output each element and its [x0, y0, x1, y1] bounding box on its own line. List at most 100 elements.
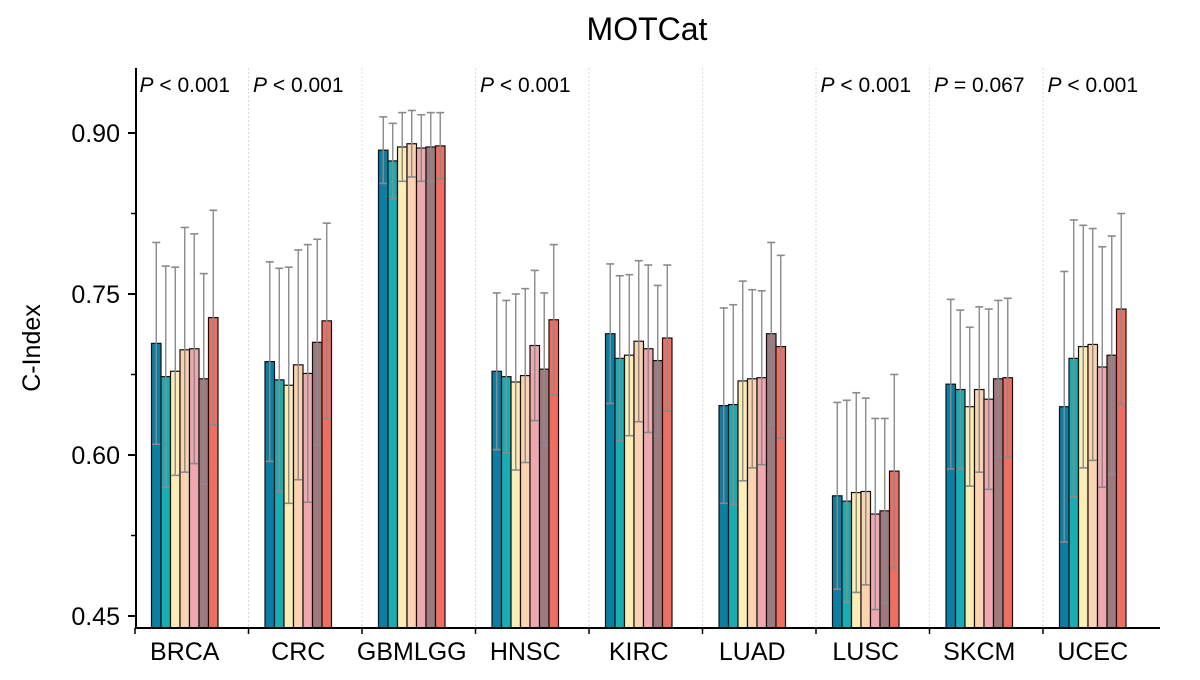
error-bar-lusc-4 [861, 397, 870, 586]
error-bar-gbmlgg-7 [436, 111, 445, 180]
error-bar-kirc-3 [625, 273, 634, 437]
p-value-hnsc: P < 0.001 [480, 74, 571, 97]
x-ticks: BRCA CRC GBMLGG HNSC KIRC LUAD LUSC SKCM UCEC [134, 628, 1128, 666]
error-bar-skcm-6 [994, 299, 1003, 458]
x-tick-label-lusc: LUSC [832, 638, 899, 666]
y-tick-label: 0.60 [71, 442, 120, 470]
p-value-text: < 0.001 [267, 74, 343, 97]
error-bar-luad-4 [748, 288, 757, 469]
p-value-text: < 0.001 [494, 74, 570, 97]
error-bar-skcm-2 [956, 309, 965, 470]
y-ticks: 0.45 0.60 0.75 0.90 [71, 120, 136, 631]
p-value-lusc: P < 0.001 [821, 74, 912, 97]
error-bar-crc-3 [284, 266, 293, 505]
error-bar-ucec-3 [1079, 224, 1088, 469]
error-bar-skcm-1 [946, 298, 955, 470]
x-tick-label-kirc: KIRC [609, 638, 669, 666]
error-bar-luad-6 [767, 241, 776, 426]
error-bar-kirc-2 [615, 274, 624, 442]
p-symbol: P [253, 74, 267, 97]
error-bar-hnsc-6 [540, 292, 549, 447]
error-bars [152, 109, 1126, 611]
bar-gbmlgg-3 [396, 146, 408, 629]
bar-gbmlgg-6 [425, 146, 437, 629]
error-bar-hnsc-5 [530, 269, 539, 422]
p-value-skcm: P = 0.067 [934, 74, 1025, 97]
p-value-crc: P < 0.001 [253, 74, 344, 97]
error-bar-gbmlgg-6 [426, 111, 435, 183]
p-value-text: < 0.001 [835, 74, 911, 97]
error-bar-crc-2 [275, 267, 284, 493]
error-bar-ucec-7 [1117, 212, 1126, 406]
error-bar-kirc-4 [634, 259, 643, 423]
error-bar-ucec-5 [1098, 245, 1107, 489]
p-value-text: = 0.067 [948, 74, 1024, 97]
bar-gbmlgg-4 [406, 143, 418, 629]
bar-gbmlgg-1 [377, 149, 389, 629]
group-separators [248, 68, 1044, 627]
error-bar-lusc-3 [852, 391, 861, 594]
error-bar-kirc-5 [644, 264, 653, 434]
error-bar-hnsc-7 [549, 243, 558, 396]
error-bar-crc-4 [294, 249, 303, 481]
error-bar-hnsc-1 [492, 292, 501, 451]
error-bar-ucec-4 [1088, 227, 1097, 462]
x-tick-label-skcm: SKCM [943, 638, 1015, 666]
bar-gbmlgg-5 [415, 147, 427, 629]
p-symbol: P [934, 74, 948, 97]
error-bar-lusc-2 [842, 399, 851, 603]
x-tick-label-ucec: UCEC [1057, 638, 1128, 666]
error-bar-brca-1 [152, 241, 161, 446]
x-tick-label-gbmlgg: GBMLGG [357, 638, 467, 666]
y-tick-label: 0.75 [71, 281, 120, 309]
error-bar-brca-3 [171, 266, 180, 477]
error-bar-gbmlgg-5 [417, 113, 426, 183]
error-bar-crc-7 [322, 222, 331, 420]
bar-gbmlgg-2 [387, 160, 399, 629]
y-axis-label: C-Index [18, 304, 46, 392]
error-bar-lusc-6 [880, 417, 889, 604]
error-bar-gbmlgg-2 [388, 122, 397, 200]
error-bar-gbmlgg-4 [407, 109, 416, 178]
p-value-annotations: P < 0.001 P < 0.001 P < 0.001 P < 0.001 P = … [140, 74, 1139, 97]
error-bar-luad-7 [776, 254, 785, 439]
error-bar-lusc-7 [890, 373, 899, 569]
error-bar-luad-2 [729, 303, 738, 506]
y-tick-label: 0.90 [71, 120, 120, 148]
error-bar-brca-7 [209, 209, 218, 426]
error-bar-ucec-1 [1060, 270, 1069, 543]
error-bar-gbmlgg-3 [398, 111, 407, 183]
error-bar-luad-3 [738, 280, 747, 482]
error-bar-luad-1 [719, 307, 728, 505]
error-bar-lusc-5 [871, 417, 880, 611]
p-symbol: P [140, 74, 154, 97]
p-symbol: P [480, 74, 494, 97]
error-bar-crc-6 [313, 238, 322, 447]
p-value-ucec: P < 0.001 [1048, 74, 1139, 97]
error-bar-skcm-5 [984, 308, 993, 491]
error-bar-kirc-6 [653, 284, 662, 437]
error-bar-skcm-4 [975, 306, 984, 473]
error-bar-brca-2 [161, 265, 170, 489]
error-bar-hnsc-4 [521, 287, 530, 464]
x-tick-label-luad: LUAD [719, 638, 786, 666]
error-bar-skcm-7 [1003, 297, 1012, 458]
p-value-text: < 0.001 [154, 74, 230, 97]
error-bar-brca-5 [190, 233, 199, 465]
error-bar-lusc-1 [833, 401, 842, 590]
error-bar-luad-5 [757, 289, 766, 466]
p-value-text: < 0.001 [1062, 74, 1138, 97]
x-tick-label-brca: BRCA [150, 638, 220, 666]
error-bar-ucec-2 [1069, 219, 1078, 498]
bar-gbmlgg-7 [434, 145, 446, 629]
error-bar-crc-5 [303, 243, 312, 504]
p-symbol: P [1048, 74, 1062, 97]
error-bar-kirc-7 [663, 264, 672, 412]
error-bar-hnsc-2 [502, 299, 511, 454]
y-tick-label: 0.45 [71, 603, 120, 631]
error-bar-gbmlgg-1 [379, 116, 388, 185]
error-bar-brca-4 [180, 226, 189, 473]
error-bar-hnsc-3 [511, 293, 520, 471]
